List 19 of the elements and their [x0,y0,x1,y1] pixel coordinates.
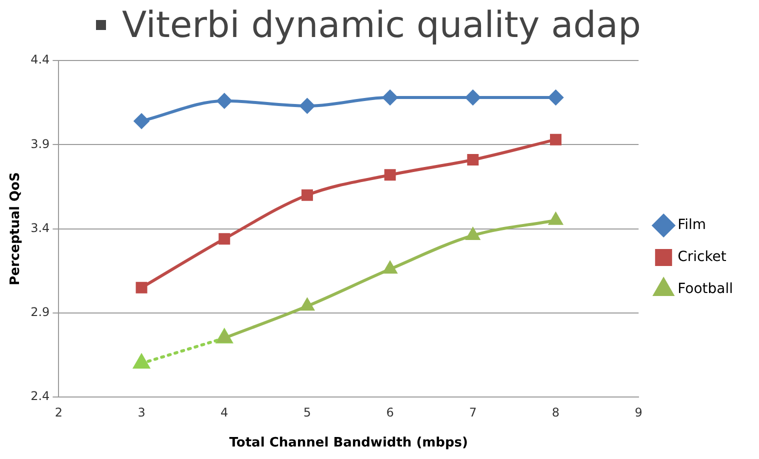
legend-label: Film [678,217,706,234]
y-tick-label: 2.4 [30,389,50,404]
legend-label: Football [678,281,734,298]
x-tick-label: 9 [634,405,642,420]
x-tick-label: 7 [469,405,477,420]
x-tick-label: 2 [54,405,63,420]
y-tick-label: 4.4 [30,52,50,67]
y-tick-label: 2.9 [30,305,50,319]
x-tick-label: 5 [303,405,312,420]
y-tick-label: 3.4 [30,220,50,235]
chart-title: Viterbi dynamic quality adap [122,4,641,46]
y-tick-label: 3.9 [30,136,50,151]
x-tick-label: 6 [386,405,394,420]
x-tick-label: 4 [220,405,228,420]
x-tick-label: 3 [138,405,146,420]
x-tick-label: 8 [552,405,560,420]
y-axis-title: Perceptual QoS [8,172,24,286]
legend-label: Cricket [678,249,727,266]
x-axis-title: Total Channel Bandwidth (mbps) [229,436,468,451]
